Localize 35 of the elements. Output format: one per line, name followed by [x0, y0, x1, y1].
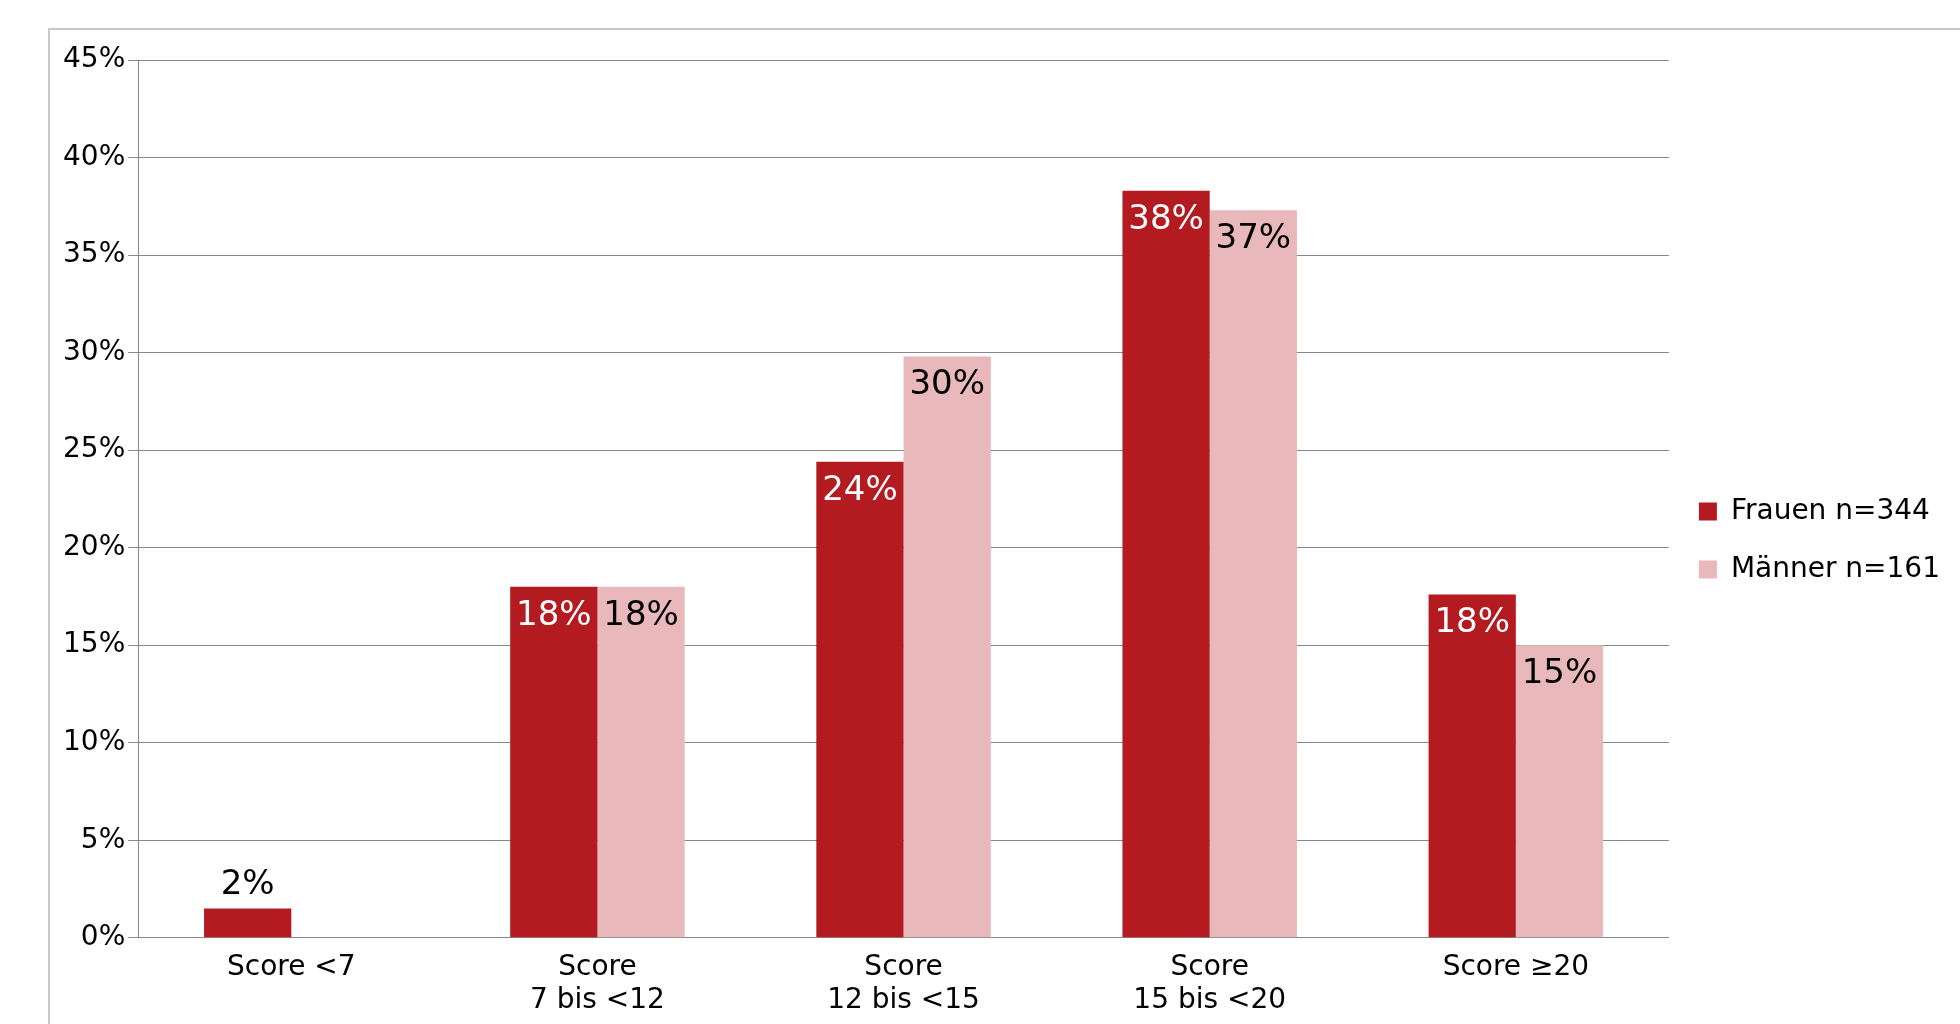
y-tick-label: 0% [80, 919, 126, 953]
bar [1428, 594, 1516, 938]
x-tick-label: Score ≥20 [1442, 948, 1590, 982]
bar [903, 356, 991, 938]
legend-label: Männer n=161 [1730, 550, 1941, 584]
x-tick-label: Score 7 bis <12 [530, 948, 665, 1016]
data-label: 15% [1521, 651, 1598, 692]
bar [204, 908, 292, 938]
data-label: 24% [822, 467, 898, 508]
data-label: 18% [603, 592, 679, 633]
data-label: 30% [909, 362, 985, 403]
y-tick-label: 20% [63, 528, 126, 562]
y-tick-label: 30% [63, 333, 126, 367]
y-tick-label: 35% [63, 236, 126, 270]
legend-label: Frauen n=344 [1730, 492, 1930, 526]
y-tick-label: 5% [80, 821, 126, 855]
y-tick-label: 15% [63, 626, 126, 660]
y-tick-label: 25% [63, 431, 126, 465]
data-label: 18% [516, 592, 592, 633]
y-tick-label: 10% [63, 724, 126, 758]
y-tick-label: 45% [63, 41, 126, 75]
x-tick-label: Score 15 bis <20 [1133, 948, 1287, 1016]
data-label: 38% [1128, 196, 1204, 237]
bar [1122, 190, 1210, 938]
x-tick-label: Score 12 bis <15 [827, 948, 980, 1016]
bar [1515, 645, 1604, 938]
bar [510, 586, 598, 938]
data-label: 18% [1434, 600, 1510, 641]
bar [816, 461, 904, 938]
bar [597, 586, 685, 938]
bar [1209, 210, 1297, 938]
x-tick-label: Score <7 [227, 948, 356, 982]
y-tick-label: 40% [63, 138, 126, 172]
data-label: 2% [220, 862, 275, 903]
data-label: 37% [1215, 216, 1292, 257]
